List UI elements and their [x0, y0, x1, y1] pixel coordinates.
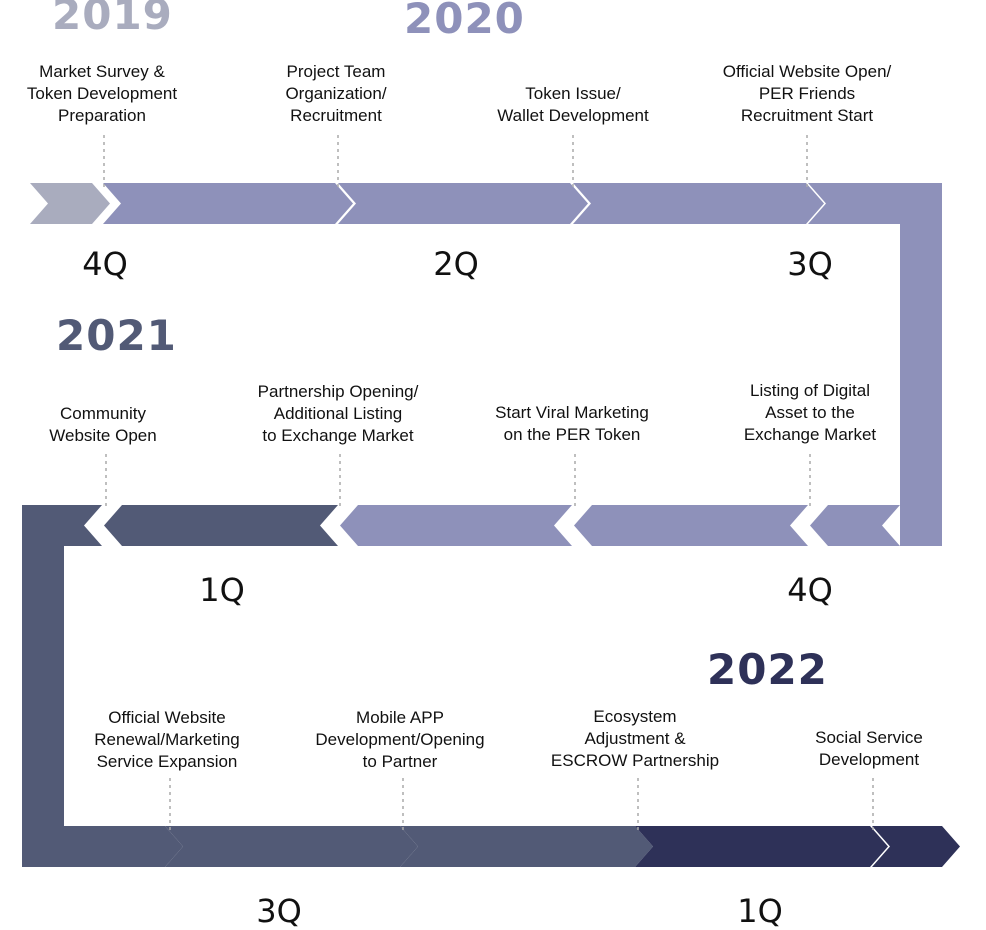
milestone-label: Official Website Renewal/Marketing Service…: [94, 708, 240, 771]
chevron-segment: [635, 826, 888, 867]
milestone-label: Project Team Organization/Recruitment: [285, 62, 387, 125]
year-label-2019: 2019: [52, 0, 173, 39]
quarter-label: 4Q: [82, 245, 128, 283]
chevron-segment: [103, 183, 353, 224]
quarter-label: 1Q: [737, 892, 783, 930]
milestone-label: Partnership Opening/Additional Listing to…: [257, 382, 419, 445]
chevron-segment: [338, 183, 588, 224]
milestone-label: Official Website Open/PER Friends Recruit…: [722, 62, 892, 125]
year-label-2020: 2020: [404, 0, 525, 43]
chevron-segment: [400, 826, 653, 867]
milestone-label: Token Issue/Wallet Development: [497, 84, 649, 125]
chevron-segment: [30, 183, 110, 224]
milestone-label: Listing of Digital Asset to the Exchange M…: [743, 381, 877, 444]
milestone-label: Market Survey & Token Development Preparat…: [26, 62, 178, 125]
quarter-label: 1Q: [199, 571, 245, 609]
track-corner: [808, 183, 942, 546]
chevron-segment: [810, 505, 900, 546]
chevron-segment: [574, 505, 808, 546]
chevron-segment: [573, 183, 824, 224]
chevron-segment: [22, 826, 183, 867]
year-label-2021: 2021: [56, 311, 177, 360]
milestone-label: Mobile APP Development/Opening to Partner: [315, 708, 485, 771]
quarter-label: 3Q: [787, 245, 833, 283]
year-label-2022: 2022: [707, 645, 828, 694]
chevron-segment: [340, 505, 572, 546]
quarter-label: 2Q: [433, 245, 479, 283]
chevron-segment: [165, 826, 418, 867]
track-corner: [22, 505, 102, 826]
milestone-label: Community Website Open: [49, 404, 157, 445]
milestone-label: Start Viral Marketing on the PER Token: [495, 403, 649, 444]
chevron-segment: [104, 505, 338, 546]
chevron-segment: [872, 826, 960, 867]
quarter-label: 4Q: [787, 571, 833, 609]
milestone-label: Ecosystem Adjustment & ESCROW Partnership: [550, 707, 720, 770]
milestone-label: Social Service Development: [815, 728, 923, 769]
quarter-label: 3Q: [256, 892, 302, 930]
